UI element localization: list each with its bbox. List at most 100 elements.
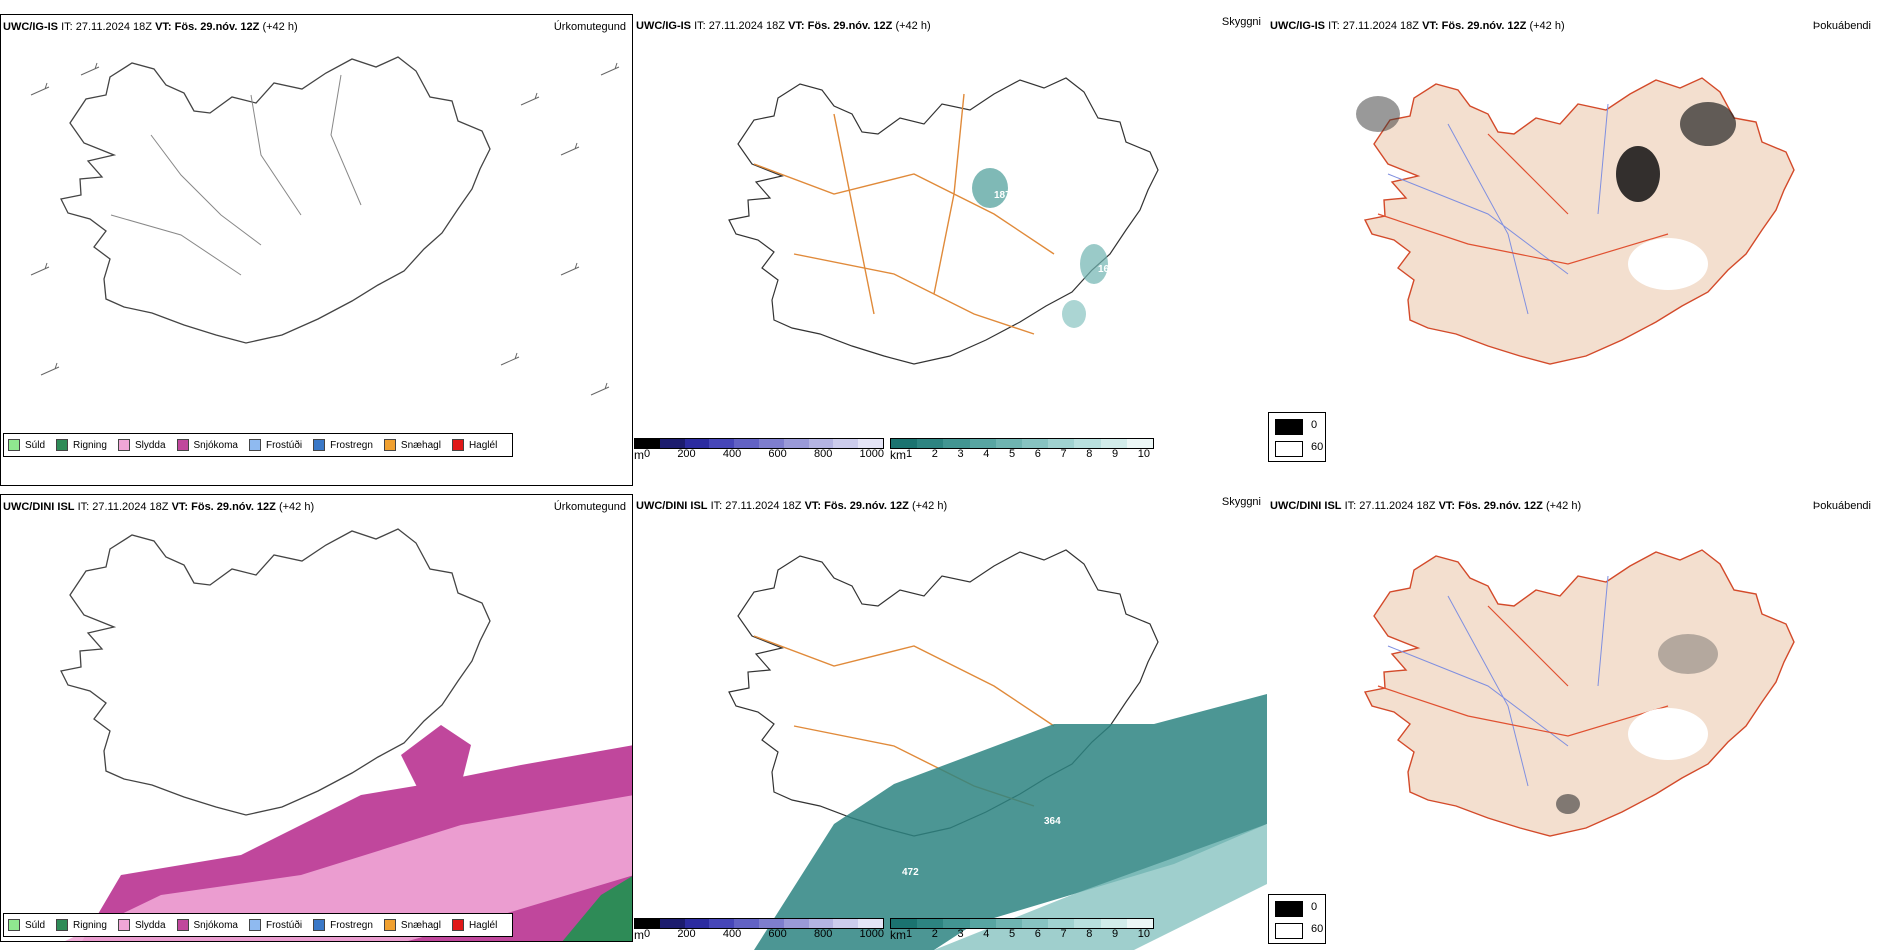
vis-segment	[1048, 919, 1075, 928]
vis-ticks: 1 2 3 4 5 6 7 8 9 10	[906, 928, 1150, 940]
legend-item: Frostúði	[248, 919, 302, 931]
visibility-value-label: 1878	[994, 190, 1017, 201]
vis-tick: 10	[1137, 928, 1150, 940]
height-segment	[734, 919, 759, 928]
height-segment	[808, 439, 834, 448]
height-segment	[709, 439, 735, 448]
param-name: Þokuábendi	[1812, 500, 1871, 512]
vis-segment	[917, 439, 944, 448]
visibility-panel-dini: UWC/DINI ISL IT: 27.11.2024 18Z VT: Fös.…	[634, 494, 1267, 950]
vis-tick: 4	[983, 448, 990, 460]
vis-segment	[1100, 919, 1127, 928]
vis-segment	[943, 439, 970, 448]
height-segment	[684, 439, 710, 448]
height-tick: 200	[677, 448, 696, 460]
visibility-value-label: 364	[1044, 816, 1061, 827]
vis-segment	[1074, 439, 1101, 448]
height-segment	[783, 919, 809, 928]
legend-swatch	[248, 919, 261, 931]
legend-swatch	[383, 919, 396, 931]
panel-title: UWC/IG-IS IT: 27.11.2024 18Z VT: Fös. 29…	[3, 21, 298, 33]
legend-item: Slydda	[117, 439, 166, 451]
vis-tick: 7	[1060, 928, 1067, 940]
legend-item: Haglél	[451, 919, 498, 931]
height-tick: 400	[722, 928, 742, 940]
panel-title: UWC/DINI ISL IT: 27.11.2024 18Z VT: Fös.…	[636, 500, 948, 512]
vis-segment	[891, 919, 918, 928]
height-segment	[808, 919, 834, 928]
param-name: Úrkomutegund	[553, 501, 626, 513]
legend-label: Snjókoma	[193, 919, 238, 931]
vis-tick: 3	[957, 448, 964, 460]
vis-tick: 2	[931, 448, 938, 460]
legend-swatch	[313, 439, 326, 451]
fog-legend: 0 60	[1268, 894, 1326, 944]
height-segment	[635, 439, 660, 448]
height-segment	[734, 439, 759, 448]
vis-tick: 10	[1137, 448, 1150, 460]
legend-label: Frostregn	[330, 919, 373, 931]
legend-item: Frostregn	[313, 919, 373, 931]
height-tick: 0	[644, 928, 651, 940]
height-tick: 200	[677, 928, 696, 940]
height-colorbar	[634, 438, 884, 449]
visibility-panel-igis: UWC/IG-IS IT: 27.11.2024 18Z VT: Fös. 29…	[634, 14, 1267, 486]
legend-label: Súld	[25, 919, 46, 931]
vis-tick: 8	[1086, 448, 1093, 460]
legend-label: Snjókoma	[193, 439, 238, 451]
legend-swatch	[117, 919, 130, 931]
height-unit: m	[634, 928, 644, 942]
height-tick: 0	[644, 448, 651, 460]
visibility-colorbar	[890, 438, 1154, 449]
height-segment	[659, 919, 685, 928]
legend-item: Súld	[8, 919, 45, 931]
height-tick: 1000	[859, 448, 884, 460]
height-segment	[758, 919, 784, 928]
vis-tick: 7	[1060, 448, 1067, 460]
vis-segment	[1126, 439, 1154, 448]
legend-label: Snæhagl	[400, 439, 441, 451]
legend-item: Haglél	[451, 439, 498, 451]
visibility-value-label: 472	[902, 867, 919, 878]
visibility-map	[728, 77, 1159, 365]
vis-segment	[969, 439, 996, 448]
param-name: Úrkomutegund	[553, 21, 626, 33]
legend-label: Rigning	[73, 439, 107, 451]
legend-swatch	[451, 439, 464, 451]
precip-legend: Súld Rigning Slydda Snjókoma Frostúði Frostre…	[3, 433, 514, 457]
vis-segment	[1048, 439, 1075, 448]
legend-swatch	[383, 439, 396, 451]
height-segment	[833, 919, 859, 928]
vis-segment	[1022, 919, 1049, 928]
param-name: Skyggni	[1221, 496, 1261, 508]
precip-map	[30, 56, 620, 396]
vis-tick: 4	[983, 928, 990, 940]
vis-segment	[1022, 439, 1049, 448]
vis-tick: 3	[957, 928, 964, 940]
height-colorbar	[634, 918, 884, 929]
fog-map	[1356, 77, 1795, 365]
height-segment	[684, 919, 710, 928]
vis-tick: 5	[1009, 928, 1016, 940]
height-unit: m	[634, 448, 644, 462]
legend-label: Haglél	[468, 439, 498, 451]
height-tick: 600	[768, 448, 787, 460]
precip-type-panel-igis: UWC/IG-IS IT: 27.11.2024 18Z VT: Fös. 29…	[0, 14, 633, 486]
legend-item: Snæhagl	[383, 439, 441, 451]
legend-label: Haglél	[468, 919, 498, 931]
vis-tick: 8	[1086, 928, 1093, 940]
legend-item: Snjókoma	[176, 919, 238, 931]
legend-label: Frostúði	[265, 439, 303, 451]
vis-unit: km	[890, 928, 906, 942]
height-tick: 600	[768, 928, 787, 940]
legend-swatch	[56, 919, 69, 931]
legend-swatch	[8, 919, 20, 931]
legend-item: Frostregn	[313, 439, 373, 451]
vis-segment	[891, 439, 918, 448]
height-ticks: 0 200 400 600 800 1000	[644, 448, 884, 460]
height-segment	[659, 439, 685, 448]
vis-segment	[1074, 919, 1101, 928]
panel-title: UWC/DINI ISL IT: 27.11.2024 18Z VT: Fös.…	[1270, 500, 1582, 512]
legend-label: Slydda	[134, 919, 166, 931]
param-name: Skyggni	[1221, 16, 1261, 28]
